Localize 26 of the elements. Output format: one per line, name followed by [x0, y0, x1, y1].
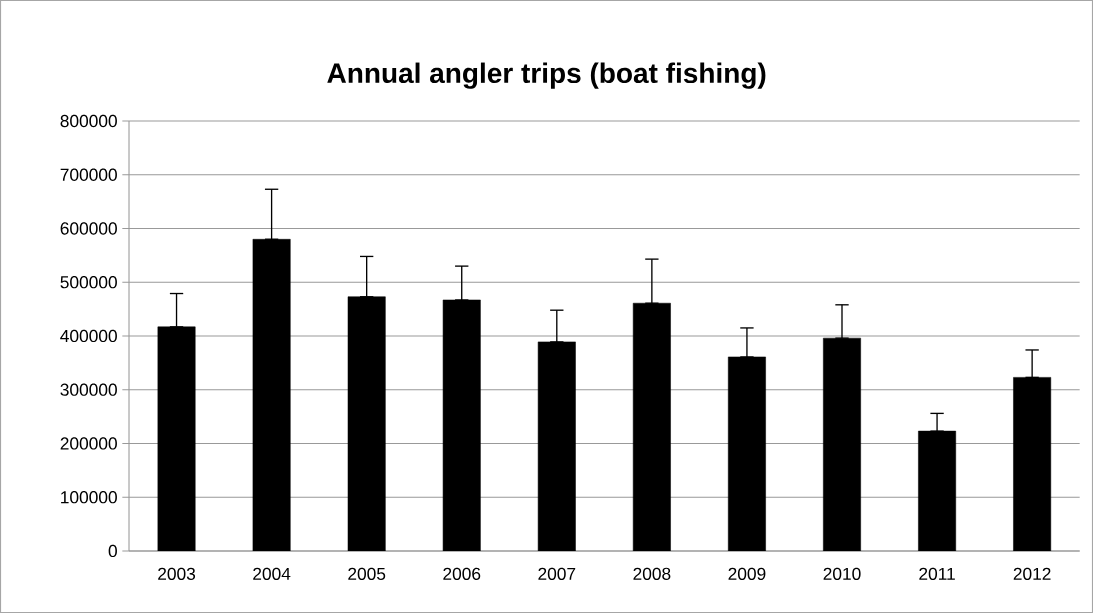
x-tick-label: 2009: [728, 567, 766, 580]
bar: [157, 326, 196, 551]
y-tick-label: 700000: [60, 168, 117, 181]
bar: [728, 356, 766, 551]
bar: [918, 430, 956, 551]
x-tick-label: 2008: [633, 567, 671, 580]
bar: [442, 299, 481, 551]
x-tick-label: 2012: [1013, 567, 1051, 580]
y-tick-label: 500000: [60, 276, 117, 289]
x-tick-label: 2011: [919, 567, 955, 580]
y-tick-label: 600000: [60, 222, 117, 235]
x-tick-label: 2005: [348, 567, 386, 580]
y-tick-label: 400000: [60, 329, 117, 343]
bar: [823, 337, 861, 551]
y-tick-label: 800000: [60, 114, 117, 128]
y-tick-label: 100000: [61, 491, 117, 504]
y-tick-label: 0: [108, 544, 117, 558]
x-tick-label: 2003: [158, 567, 196, 580]
bar: [537, 341, 576, 551]
y-tick-label: 200000: [60, 437, 117, 450]
chart-title: Annual angler trips (boat fishing): [327, 62, 766, 89]
x-tick-label: 2006: [443, 567, 481, 580]
y-tick-label: 300000: [60, 383, 117, 396]
x-tick-label: 2004: [253, 567, 291, 580]
x-tick-label: 2007: [538, 567, 576, 580]
x-tick-label: 2010: [823, 567, 861, 580]
